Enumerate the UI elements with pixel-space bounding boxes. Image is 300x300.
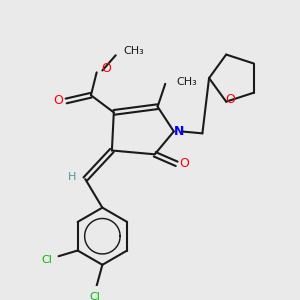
Text: CH₃: CH₃	[177, 77, 197, 87]
Text: O: O	[101, 62, 111, 75]
Text: O: O	[54, 94, 64, 107]
Text: Cl: Cl	[89, 292, 100, 300]
Text: N: N	[173, 125, 184, 138]
Text: CH₃: CH₃	[123, 46, 144, 56]
Text: O: O	[179, 157, 189, 170]
Text: H: H	[68, 172, 76, 182]
Text: O: O	[225, 93, 235, 106]
Text: Cl: Cl	[42, 255, 52, 265]
